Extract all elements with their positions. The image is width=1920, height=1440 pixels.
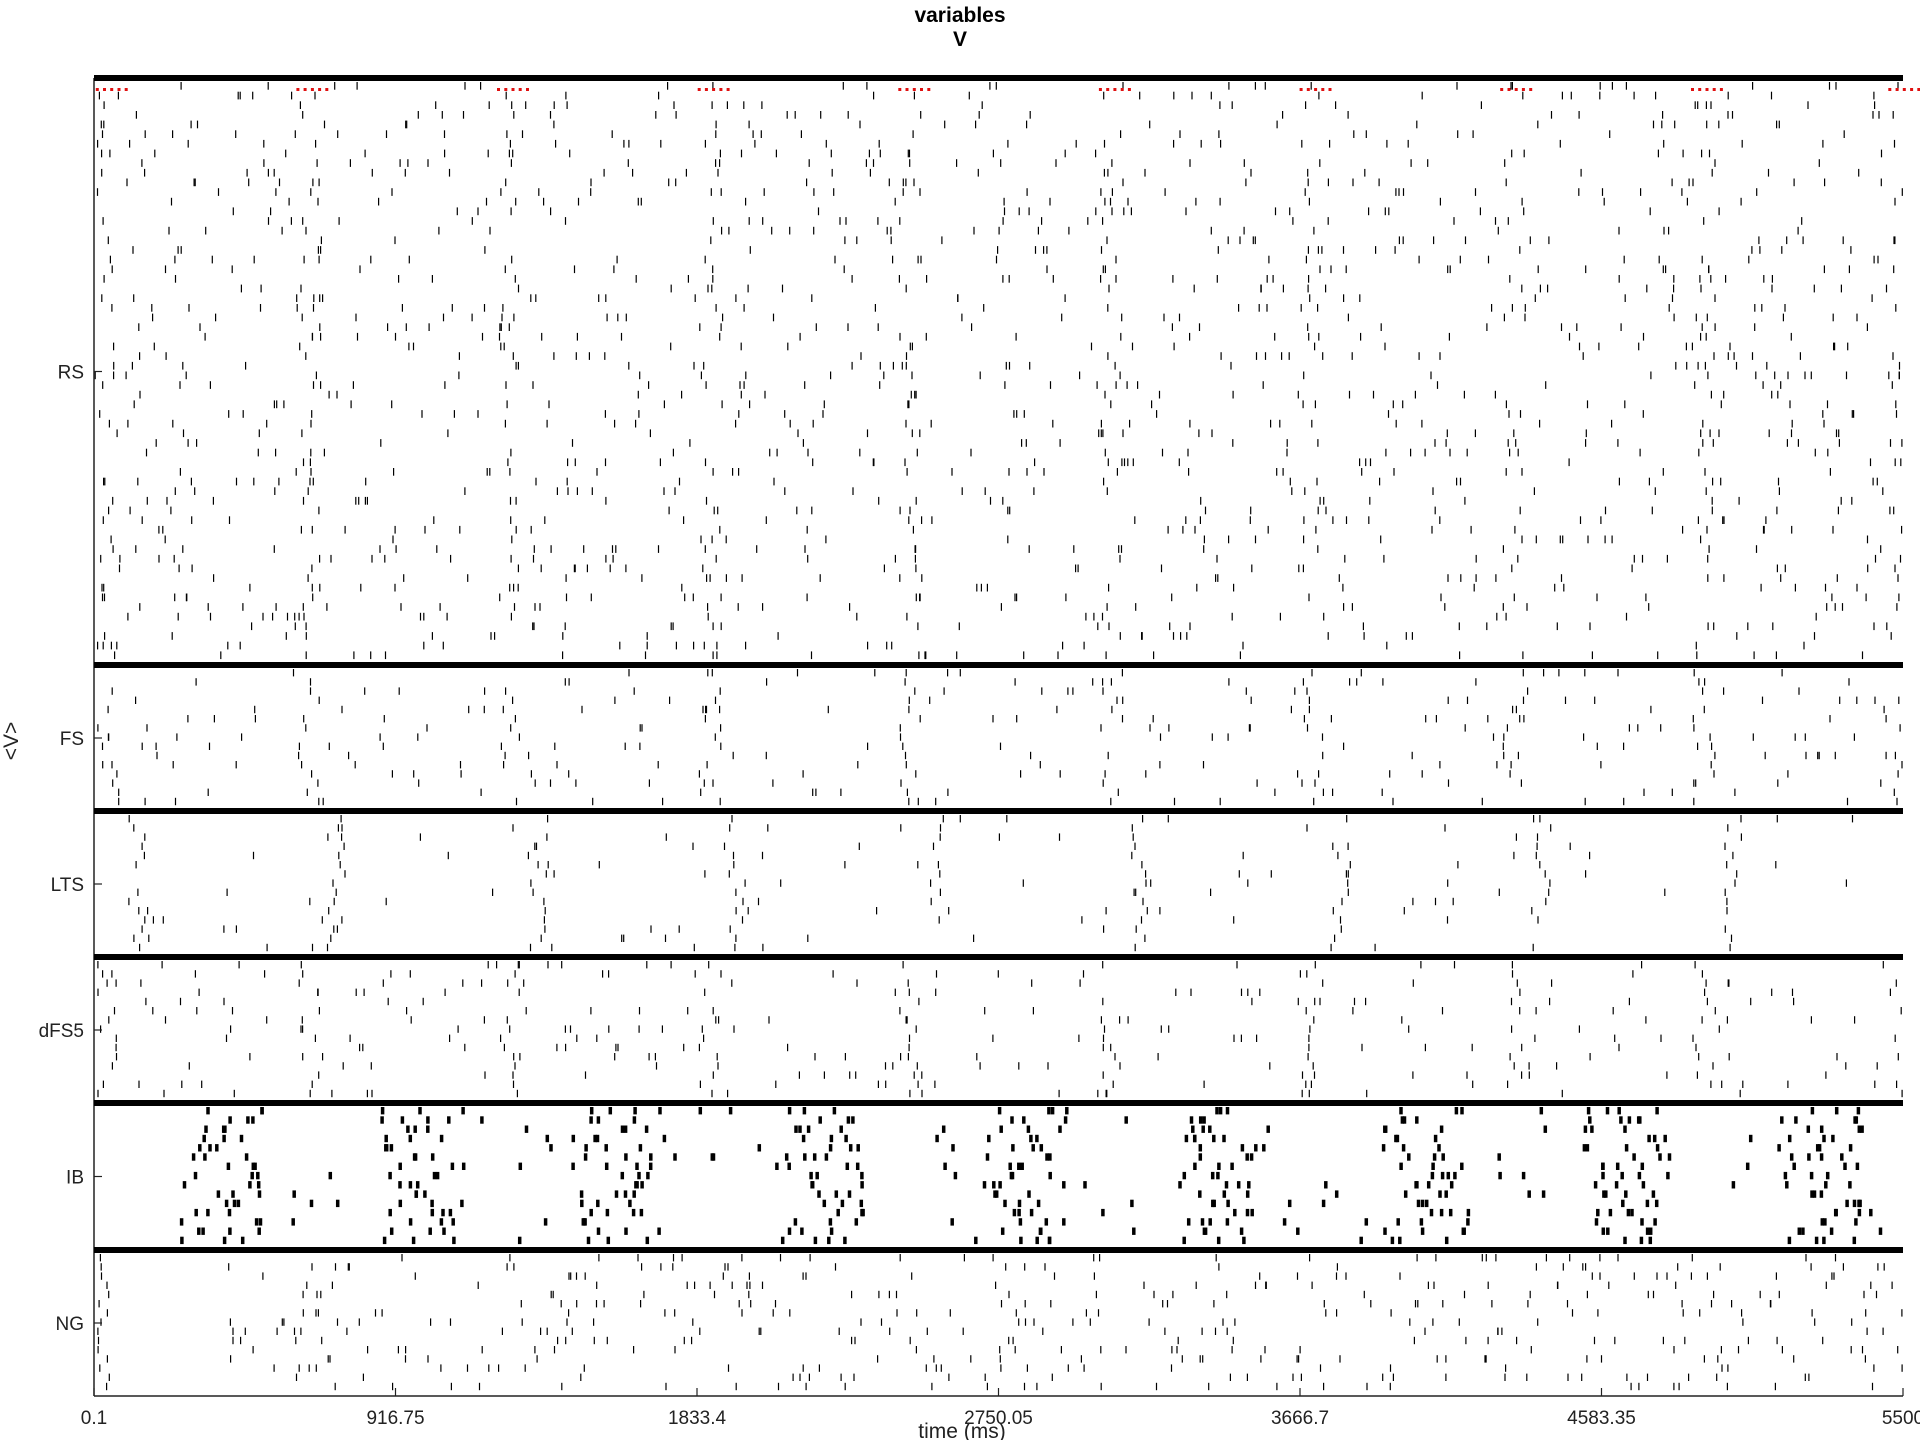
stimulus-marker [1521,88,1525,91]
spikes-dFS5 [97,961,1903,1098]
stimulus-marker [124,88,128,91]
y-tick-label-LTS: LTS [51,875,84,896]
stimulus-marker [95,88,99,91]
stimulus-marker [310,88,314,91]
stimulus-marker [1106,88,1110,91]
stimulus-marker [1328,88,1332,91]
y-tick-label-IB: IB [66,1168,84,1189]
stimulus-marker [912,88,916,91]
x-tick-label: 0.1 [81,1408,107,1429]
stimulus-marker [1314,88,1318,91]
stimulus-marker [1529,88,1533,91]
stimulus-marker [1691,88,1694,91]
stimulus-marker [712,88,716,91]
y-tick-labels: RS FS LTS dFS5 IB NG [39,363,102,1335]
stimulus-markers-layer [95,88,1920,91]
stimulus-marker [511,88,515,91]
stimulus-marker [1299,88,1303,91]
stimulus-marker [318,88,322,91]
x-tick-labels: 0.1 916.75 1833.4 2750.05 3666.7 4583.35 5500 [81,1388,1920,1429]
stimulus-marker [1888,88,1892,91]
stimulus-marker [110,88,114,91]
stimulus-marker [920,88,923,91]
stimulus-marker [1098,88,1102,91]
stimulus-marker [905,88,909,91]
stimulus-marker [1705,88,1709,91]
stimulus-marker [1306,88,1310,91]
y-tick-label-NG: NG [56,1314,85,1335]
stimulus-marker [504,88,508,91]
stimulus-marker [1120,88,1124,91]
x-tick-label: 4583.35 [1567,1408,1636,1429]
stimulus-marker [1910,88,1914,91]
spikes-FS [97,669,1903,806]
spikes-RS [94,82,1903,660]
stimulus-marker [726,88,730,91]
x-tick-label: 2750.05 [964,1408,1033,1429]
stimulus-marker [719,88,723,91]
stimulus-marker [526,88,529,91]
stimulus-marker [1895,88,1899,91]
x-tick-label: 3666.7 [1271,1408,1329,1429]
y-tick-label-dFS5: dFS5 [39,1021,84,1042]
stimulus-marker [296,88,300,91]
stimulus-marker [1127,88,1131,91]
y-tick-label-RS: RS [58,363,84,384]
spikes-NG [97,1254,1903,1391]
spikes-layer [94,82,1903,1391]
stimulus-marker [518,88,522,91]
stimulus-marker [927,88,931,91]
axes-frame [93,75,1903,1397]
stimulus-marker [898,88,902,91]
stimulus-marker [117,88,121,91]
x-tick-label: 5500 [1882,1408,1920,1429]
stimulus-marker [1514,88,1518,91]
stimulus-marker [1698,88,1702,91]
x-tick-label: 916.75 [366,1408,424,1429]
y-tick-label-FS: FS [60,729,84,750]
stimulus-marker [697,88,701,91]
stimulus-marker [1902,88,1906,91]
stimulus-marker [704,88,708,91]
spikes-LTS [128,815,1854,952]
stimulus-marker [1500,88,1504,91]
x-axis-label: time (ms) [918,1420,1006,1440]
stimulus-marker [1321,88,1325,91]
x-tick-label: 1833.4 [668,1408,727,1429]
stimulus-marker [325,88,329,91]
stimulus-marker [1917,88,1920,91]
stimulus-marker [1507,88,1511,91]
stimulus-marker [1712,88,1716,91]
stimulus-marker [103,88,106,91]
stimulus-marker [303,88,307,91]
stimulus-marker [497,88,500,91]
chart-title-line-2: V [952,28,967,51]
stimulus-marker [1719,88,1723,91]
stimulus-marker [1113,88,1117,91]
chart-title-line-1: variables [914,4,1006,27]
y-axis-label: <V> [0,722,23,761]
spikes-IB [179,1107,1883,1245]
